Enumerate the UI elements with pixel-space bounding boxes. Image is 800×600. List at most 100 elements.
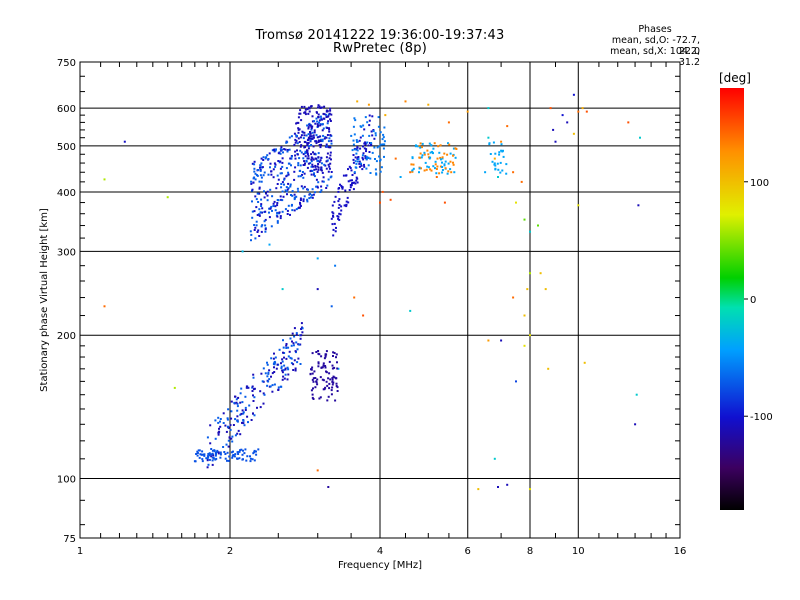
echo-point (330, 113, 333, 116)
echo-point (258, 214, 261, 217)
echo-point (330, 393, 333, 396)
echo-point (368, 124, 371, 127)
echo-point (338, 198, 341, 201)
echo-point (356, 149, 359, 152)
echo-point (307, 136, 310, 139)
y-tick-label: 75 (63, 534, 76, 545)
echo-point (444, 160, 447, 163)
x-tick-label: 10 (572, 546, 585, 557)
echo-point (327, 170, 330, 173)
x-tick-label: 6 (465, 546, 471, 557)
echo-point (296, 153, 299, 156)
echo-point (347, 180, 350, 183)
echo-point (226, 425, 229, 428)
echo-point (230, 451, 233, 454)
echo-point (322, 379, 325, 382)
echo-point (256, 192, 259, 195)
echo-point (336, 367, 339, 370)
echo-point (214, 437, 217, 440)
echo-point (259, 211, 262, 214)
echo-point (264, 228, 267, 231)
echo-point (452, 147, 455, 150)
echo-point (293, 196, 296, 199)
echo-point (242, 419, 245, 422)
echo-point (432, 147, 435, 150)
data-point (526, 288, 529, 291)
data-point (561, 114, 564, 117)
echo-point (284, 373, 287, 376)
echo-point (300, 334, 303, 337)
echo-point (230, 410, 233, 413)
echo-point (254, 178, 257, 181)
echo-point (293, 132, 296, 135)
echo-point (249, 460, 252, 463)
echo-point (272, 205, 275, 207)
echo-point (328, 137, 331, 140)
echo-point (421, 154, 424, 157)
echo-point (505, 163, 508, 166)
echo-point (255, 198, 258, 201)
echo-point (325, 370, 327, 373)
echo-point (284, 368, 287, 371)
echo-point (251, 200, 253, 203)
echo-point (373, 146, 376, 149)
echo-point (317, 116, 320, 118)
echo-point (356, 177, 359, 180)
echo-point (298, 157, 301, 160)
echo-point (242, 458, 244, 461)
echo-point (293, 327, 296, 330)
echo-point (252, 400, 255, 402)
echo-point (300, 151, 303, 154)
echo-point (350, 169, 353, 172)
echo-point (267, 371, 270, 374)
echo-point (280, 367, 283, 370)
echo-point (198, 449, 201, 452)
echo-point (316, 120, 319, 123)
echo-point (361, 156, 364, 159)
echo-point (354, 166, 357, 169)
echo-point (323, 117, 326, 120)
echo-point (280, 186, 283, 189)
echo-point (309, 170, 312, 173)
echo-point (434, 160, 437, 163)
echo-point (335, 226, 337, 229)
data-point (487, 339, 490, 342)
echo-point (210, 448, 213, 450)
echo-point (295, 195, 298, 198)
echo-point (267, 173, 270, 176)
echo-point (253, 170, 256, 173)
echo-point (238, 450, 241, 453)
echo-point (313, 370, 316, 373)
echo-point (316, 111, 318, 114)
echo-point (256, 406, 258, 409)
echo-point (260, 230, 263, 233)
echo-point (379, 131, 382, 134)
echo-point (382, 147, 385, 150)
data-point (316, 257, 319, 260)
echo-point (374, 134, 377, 137)
echo-point (280, 146, 283, 149)
echo-point (352, 154, 355, 156)
data-point (443, 201, 446, 204)
echo-point (237, 453, 240, 455)
echo-point (312, 377, 315, 380)
echo-point (333, 200, 336, 203)
echo-point (273, 352, 275, 355)
echo-point (227, 459, 230, 462)
echo-point (246, 455, 249, 458)
echo-point (251, 162, 254, 165)
echo-point (270, 205, 273, 208)
echo-point (311, 196, 314, 199)
data-point (166, 196, 169, 199)
data-point (316, 288, 319, 291)
echo-point (299, 169, 302, 172)
echo-point (301, 331, 304, 334)
echo-point (229, 428, 232, 431)
echo-point (366, 141, 369, 144)
x-tick-label: 16 (674, 546, 687, 557)
echo-point (258, 186, 261, 189)
echo-point (297, 162, 300, 165)
echo-point (322, 362, 325, 365)
echo-point (309, 124, 312, 127)
echo-point (295, 332, 298, 335)
